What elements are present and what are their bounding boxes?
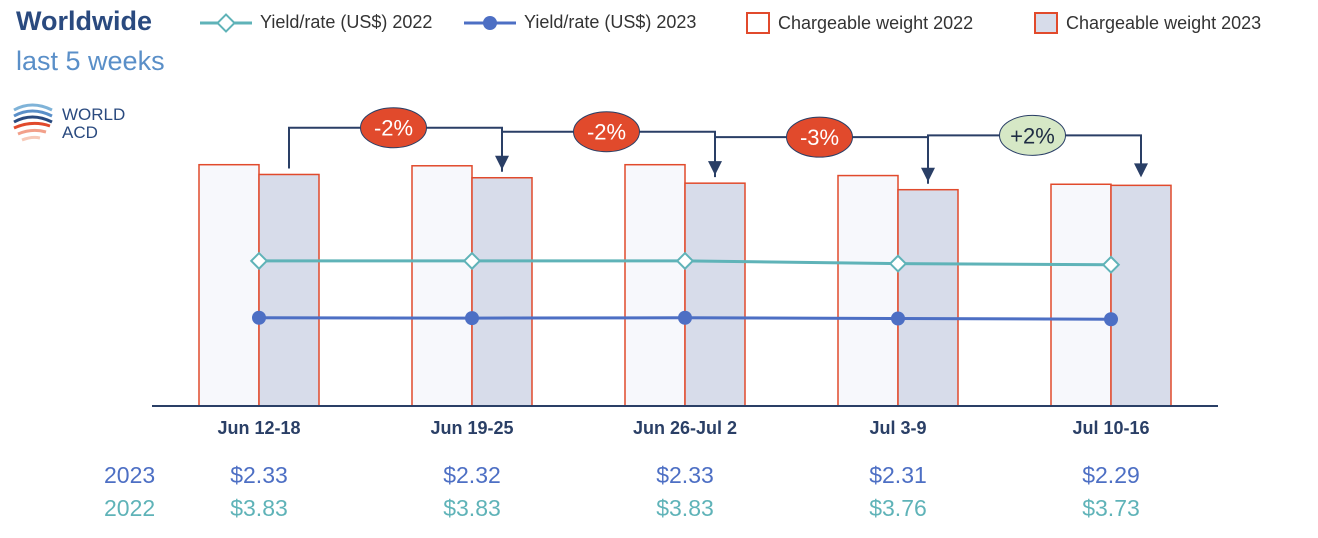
legend-label: Yield/rate (US$) 2022 <box>260 12 433 32</box>
legend-item-yield-2023: Yield/rate (US$) 2023 <box>464 12 696 33</box>
yield-2023-point <box>891 311 905 326</box>
change-badge <box>999 114 1066 156</box>
legend-line-dot-icon <box>464 15 516 30</box>
yield-2023-point <box>678 310 692 325</box>
x-tick-label: Jul 10-16 <box>1072 418 1149 438</box>
table-value-2022: $3.83 <box>230 495 288 521</box>
table-value-2022: $3.83 <box>656 495 714 521</box>
world-acd-logo: WORLD ACD <box>10 100 140 148</box>
legend-box-icon <box>746 12 770 34</box>
change-badge <box>786 116 853 158</box>
yield-2022-point <box>249 251 269 271</box>
x-tick-label: Jul 3-9 <box>869 418 926 438</box>
bar-weight-2023 <box>684 182 746 407</box>
legend-label: Chargeable weight 2023 <box>1066 12 1262 33</box>
legend-item-yield-2022: Yield/rate (US$) 2022 <box>200 12 432 33</box>
change-badge-label: -3% <box>800 125 839 150</box>
logo-text-line2: ACD <box>62 123 98 142</box>
table-value-2022: $3.76 <box>869 495 927 521</box>
bar-weight-2022 <box>198 163 260 407</box>
bar-weight-2022 <box>837 174 899 407</box>
logo-swoosh-icon <box>13 103 53 142</box>
change-arrowhead <box>1134 163 1148 178</box>
table-value-2023: $2.33 <box>656 462 714 488</box>
yield-2023-point <box>465 311 479 326</box>
legend-box-icon <box>1034 12 1058 34</box>
bar-weight-2022 <box>1050 183 1112 407</box>
yield-2023-point <box>252 310 266 325</box>
bar-weight-2023 <box>258 173 320 407</box>
table-value-2023: $2.32 <box>443 462 501 488</box>
bar-weight-2023 <box>897 188 959 407</box>
x-tick-label: Jun 26-Jul 2 <box>633 418 737 438</box>
legend-label: Yield/rate (US$) 2023 <box>524 12 697 32</box>
change-badge <box>573 111 640 153</box>
change-badge-label: -2% <box>374 116 413 141</box>
table-value-2023: $2.31 <box>869 462 927 488</box>
legend-item-weight-2023: Chargeable weight 2023 <box>1034 12 1261 34</box>
change-badge <box>360 107 427 149</box>
logo-text-line1: WORLD <box>62 105 126 124</box>
table-value-2023: $2.33 <box>230 462 288 488</box>
change-badge-label: -2% <box>587 120 626 145</box>
table-value-2022: $3.73 <box>1082 495 1140 521</box>
yield-2022-point <box>675 251 695 271</box>
yield-2022-point <box>888 254 908 273</box>
table-value-2023: $2.29 <box>1082 462 1140 488</box>
legend-label: Chargeable weight 2022 <box>778 12 974 33</box>
legend-line-diamond-icon <box>200 12 252 33</box>
bar-weight-2023 <box>471 176 533 407</box>
table-year-2023: 2023 <box>104 462 156 488</box>
yield-2022-point <box>1101 255 1121 274</box>
chart-subtitle: last 5 weeks <box>16 46 165 76</box>
chart-title: Worldwide <box>16 6 153 36</box>
table-value-2022: $3.83 <box>443 495 501 521</box>
yield-2023-point <box>1104 312 1118 327</box>
legend-item-weight-2022: Chargeable weight 2022 <box>746 12 973 34</box>
bar-weight-2023 <box>1110 184 1172 407</box>
table-year-2022: 2022 <box>104 495 156 521</box>
yield-2022-point <box>462 251 482 271</box>
change-badge-label: +2% <box>1010 123 1055 148</box>
x-tick-label: Jun 12-18 <box>217 418 300 438</box>
bar-weight-2022 <box>411 165 473 407</box>
bar-weight-2022 <box>624 163 686 407</box>
x-tick-label: Jun 19-25 <box>430 418 513 438</box>
